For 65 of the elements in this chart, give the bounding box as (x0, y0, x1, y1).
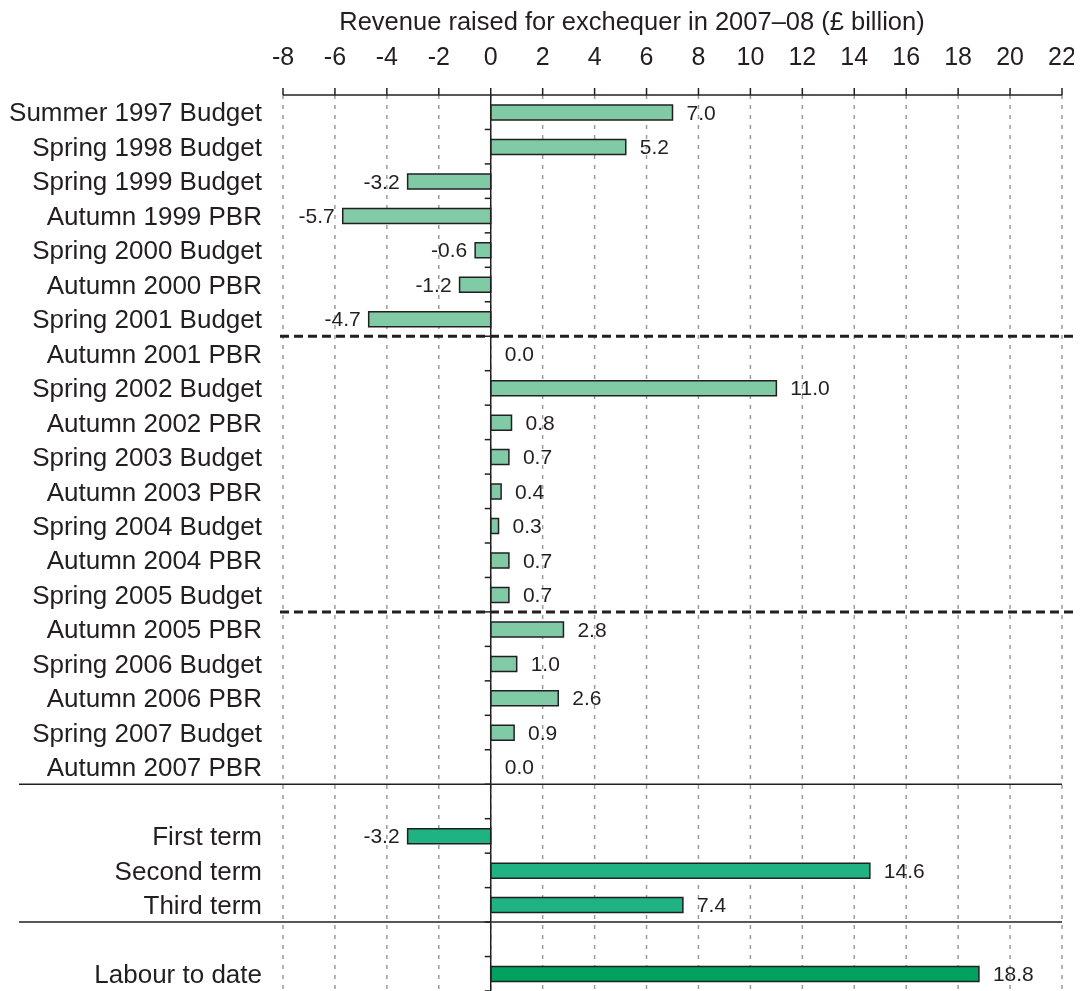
y-tick-label: Spring 2001 Budget (32, 304, 263, 335)
data-label: 0.7 (522, 548, 553, 572)
data-label: 5.2 (639, 135, 669, 159)
data-label: 2.6 (572, 686, 602, 710)
data-label: -1.2 (415, 272, 452, 296)
x-tick-label: 22 (1048, 42, 1076, 70)
y-tick-label: Spring 2006 Budget (32, 648, 263, 679)
data-label: 0.0 (504, 755, 534, 779)
x-tick-label: 0 (483, 42, 498, 70)
y-tick-label: Spring 1998 Budget (32, 131, 263, 162)
data-label: 0.8 (525, 410, 555, 434)
x-tick-label: 4 (587, 42, 602, 70)
data-label: 0.0 (504, 341, 534, 365)
y-tick-label: Autumn 2004 PBR (46, 545, 262, 576)
y-tick-label: Autumn 2000 PBR (46, 269, 262, 300)
data-label: 1.0 (530, 651, 560, 675)
data-label: 0.4 (515, 479, 545, 503)
x-tick-label: 8 (691, 42, 706, 70)
data-label: 0.9 (528, 720, 558, 744)
y-tick-label: Spring 1999 Budget (32, 166, 263, 197)
y-tick-label: Spring 2000 Budget (32, 235, 263, 266)
data-label: -5.7 (298, 203, 335, 227)
data-label: 0.3 (512, 514, 542, 538)
x-tick-label: 10 (736, 42, 765, 70)
data-label: -0.6 (430, 238, 468, 262)
y-tick-label: First term (152, 821, 262, 852)
data-label: 18.8 (992, 962, 1034, 986)
y-tick-label: Labour to date (94, 959, 262, 989)
data-label: 11.0 (790, 376, 830, 400)
x-tick-label: 20 (996, 42, 1024, 70)
y-tick-label: Spring 2007 Budget (32, 717, 263, 748)
y-tick-label: Autumn 2002 PBR (46, 407, 262, 438)
data-label: -3.2 (363, 824, 400, 848)
y-tick-label: Autumn 2006 PBR (46, 683, 262, 714)
y-tick-label: Spring 2002 Budget (32, 373, 263, 404)
x-tick-label: 12 (788, 42, 817, 70)
y-tick-label: Spring 2004 Budget (32, 511, 263, 541)
x-tick-label: -2 (427, 42, 450, 70)
data-label: 0.7 (522, 445, 553, 469)
x-tick-label: 2 (535, 42, 550, 70)
data-label: 2.8 (577, 617, 607, 641)
data-label: 7.4 (696, 893, 727, 917)
y-tick-label: Autumn 2005 PBR (46, 614, 262, 645)
data-label: 0.7 (522, 583, 553, 607)
x-tick-label: 16 (892, 42, 921, 70)
x-tick-label: 14 (840, 42, 869, 70)
y-tick-label: Second term (114, 855, 262, 886)
y-tick-label: Summer 1997 Budget (9, 97, 263, 128)
y-tick-label: Autumn 2001 PBR (46, 338, 262, 369)
data-label: 7.0 (686, 100, 716, 124)
x-tick-label: -6 (323, 42, 347, 70)
x-tick-label: 18 (944, 42, 973, 70)
y-tick-label: Spring 2005 Budget (32, 579, 263, 610)
data-label: 14.6 (883, 858, 925, 882)
y-tick-label: Autumn 2003 PBR (46, 476, 262, 507)
y-tick-label: Autumn 1999 PBR (46, 200, 262, 231)
y-tick-label: Autumn 2007 PBR (46, 752, 262, 783)
x-tick-label: -8 (271, 42, 295, 70)
x-axis-title: Revenue raised for exchequer in 2007–08 (£ billion) (339, 7, 925, 35)
y-tick-label: Spring 2003 Budget (32, 442, 263, 473)
x-tick-label: 6 (639, 42, 654, 70)
data-label: -3.2 (363, 169, 400, 193)
y-tick-label: Third term (143, 890, 262, 921)
x-tick-label: -4 (375, 42, 399, 70)
data-label: -4.7 (324, 307, 361, 331)
